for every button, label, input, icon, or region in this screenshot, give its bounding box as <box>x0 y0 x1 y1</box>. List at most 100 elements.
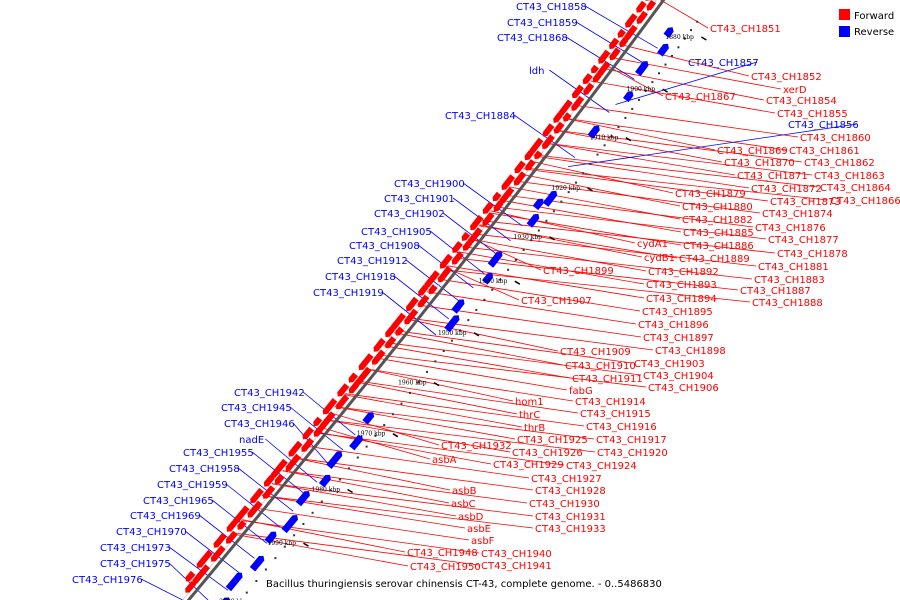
forward-gene-arrow <box>247 500 263 518</box>
forward-gene-label: CT43_CH1854 <box>766 96 837 107</box>
reverse-gene-arrow <box>326 451 343 469</box>
forward-gene-label: CT43_CH1885 <box>683 228 754 239</box>
forward-leader-line <box>271 483 457 517</box>
forward-gene-label: CT43_CH1925 <box>517 435 588 446</box>
forward-gene-label: CT43_CH1867 <box>665 92 736 103</box>
spacer-dot <box>329 489 332 492</box>
reverse-gene-label: CT43_CH1868 <box>497 33 568 44</box>
reverse-gene-label: CT43_CH1975 <box>100 559 171 570</box>
reverse-gene-arrow <box>264 531 277 545</box>
spacer-dot <box>302 523 305 525</box>
forward-gene-label: CT43_CH1931 <box>535 512 606 523</box>
reverse-gene-arrow <box>482 272 494 285</box>
spacer-dot <box>499 278 502 281</box>
spacer-dot <box>677 46 680 49</box>
spacer-dot <box>365 445 368 448</box>
reverse-gene-arrow <box>318 474 331 488</box>
reverse-leader-line <box>225 483 281 528</box>
forward-leader-line <box>590 80 776 114</box>
forward-gene-arrow <box>313 416 323 427</box>
forward-gene-arrow <box>302 426 314 440</box>
reverse-gene-arrow <box>295 491 310 507</box>
forward-leader-line <box>293 457 451 491</box>
forward-gene-label: CT43_CH1907 <box>521 296 592 307</box>
forward-gene-arrow <box>553 121 565 134</box>
forward-gene-arrow <box>319 411 336 430</box>
position-tick-label: 1970 kbp <box>357 431 386 438</box>
forward-gene-label: CT43_CH1874 <box>762 209 833 220</box>
forward-gene-label: CT43_CH1914 <box>575 397 646 408</box>
forward-gene-label: asbD <box>458 512 484 523</box>
reverse-gene-arrow <box>225 572 243 592</box>
reverse-gene-label: CT43_CH1902 <box>374 209 445 220</box>
spacer-dot <box>617 126 620 128</box>
forward-gene-arrow <box>439 253 453 269</box>
forward-gene-label: CT43_CH1941 <box>481 561 552 572</box>
position-tick-label: 1990 kbp <box>268 540 297 547</box>
reverse-gene-label: CT43_CH1912 <box>337 256 408 267</box>
reverse-gene-arrow <box>444 315 460 333</box>
forward-gene-label: CT43_CH1883 <box>754 275 825 286</box>
forward-leader-line <box>334 406 516 440</box>
forward-leader-line <box>462 246 753 280</box>
forward-leader-line <box>230 533 409 567</box>
forward-gene-label: CT43_CH1871 <box>737 171 808 182</box>
reverse-gene-label: CT43_CH1908 <box>349 241 420 252</box>
forward-leader-line <box>271 483 534 517</box>
forward-gene-arrow <box>348 372 358 383</box>
forward-gene-label: CT43_CH1872 <box>751 184 822 195</box>
spacer-dot <box>530 239 533 242</box>
forward-leader-line <box>354 381 518 415</box>
forward-gene-arrow <box>493 200 504 212</box>
forward-gene-label: CT43_CH1903 <box>634 359 705 370</box>
position-tick-mark <box>662 88 668 93</box>
forward-gene-arrow <box>609 47 621 61</box>
map-caption: Bacillus thuringiensis serovar chinensis… <box>266 579 662 590</box>
forward-gene-arrow <box>373 337 386 352</box>
spacer-dot <box>459 329 462 332</box>
forward-gene-arrow <box>250 487 264 504</box>
forward-leader-line <box>426 291 637 325</box>
reverse-leader-line <box>568 123 858 167</box>
forward-leader-line <box>458 251 645 285</box>
forward-gene-arrow <box>226 520 238 532</box>
forward-leader-line <box>386 342 642 376</box>
reverse-leader-line <box>198 514 255 559</box>
reverse-gene-label: CT43_CH1942 <box>234 388 305 399</box>
position-tick-mark <box>514 280 521 285</box>
spacer-dot <box>383 424 386 426</box>
forward-gene-arrow <box>185 570 196 582</box>
forward-gene-arrow <box>534 150 543 160</box>
forward-gene-arrow <box>301 437 315 452</box>
forward-gene-arrow <box>524 150 534 161</box>
forward-leader-line <box>523 168 769 202</box>
position-tick-label: 1950 kbp <box>438 330 467 337</box>
reverse-leader-line <box>442 212 499 257</box>
forward-gene-label: CT43_CH1892 <box>648 267 719 278</box>
forward-gene-arrow <box>237 520 247 530</box>
forward-leader-line <box>600 67 765 101</box>
forward-gene-arrow <box>646 0 657 11</box>
forward-gene-label: CT43_CH1886 <box>683 241 754 252</box>
spacer-dot <box>644 90 647 92</box>
position-tick-mark <box>433 381 440 387</box>
reverse-gene-arrow <box>635 61 649 77</box>
forward-gene-label: thrC <box>519 410 540 421</box>
forward-gene-label: CT43_CH1870 <box>724 158 795 169</box>
genome-backbone <box>186 0 666 600</box>
forward-gene-arrow <box>499 186 515 205</box>
forward-gene-arrow <box>582 73 593 85</box>
forward-gene-label: CT43_CH1880 <box>682 202 753 213</box>
forward-gene-label: CT43_CH1855 <box>777 109 848 120</box>
reverse-gene-label: CT43_CH1858 <box>516 2 587 13</box>
position-tick-label: 1930 kbp <box>514 234 543 241</box>
spacer-dot <box>450 339 453 342</box>
forward-gene-label: CT43_CH1860 <box>800 133 871 144</box>
forward-gene-arrow <box>617 28 626 38</box>
forward-gene-arrow <box>451 251 464 265</box>
position-tick-label: 1960 kbp <box>398 380 427 387</box>
position-tick-label: 1910 kbp <box>590 135 619 142</box>
forward-gene-label: xerD <box>783 85 807 96</box>
